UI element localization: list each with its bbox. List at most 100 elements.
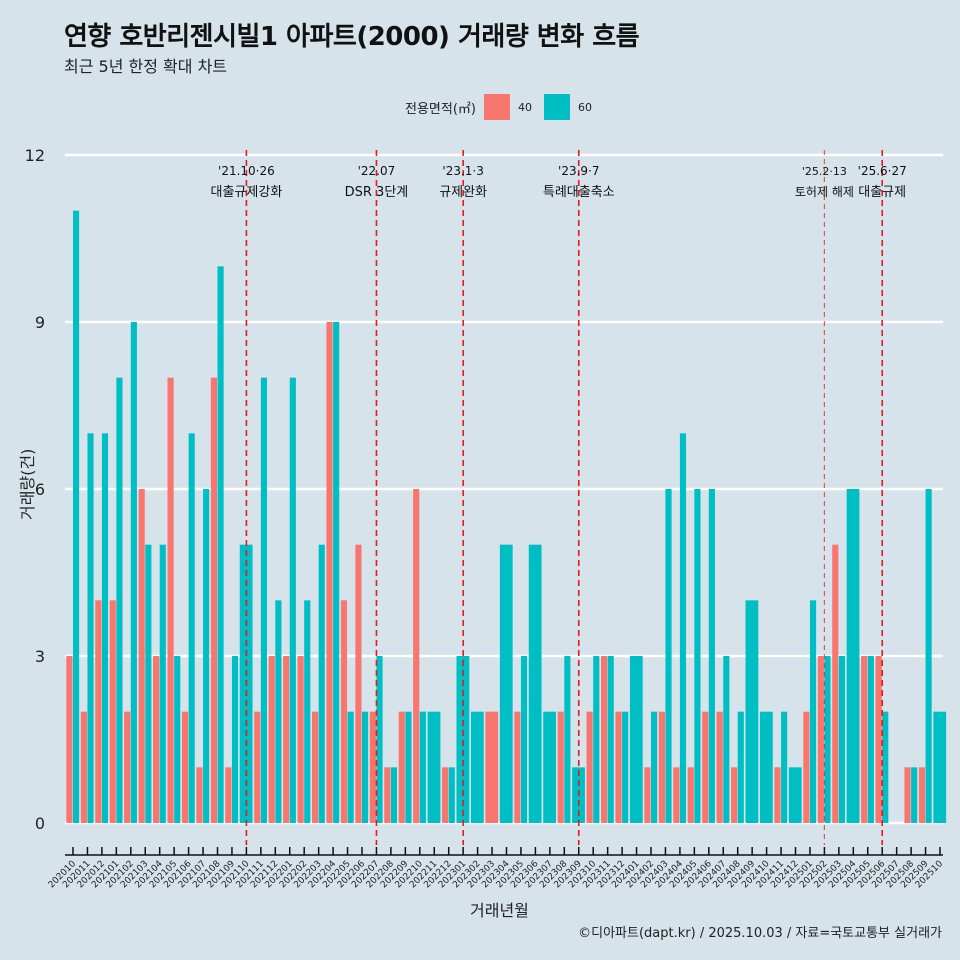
bar-60 (520, 656, 528, 823)
bar-60 (925, 489, 932, 823)
bar-40 (80, 711, 87, 823)
bar-60 (933, 711, 947, 823)
bar-60 (651, 711, 658, 823)
bar-40 (254, 711, 261, 823)
bar-40 (340, 600, 348, 823)
bar-40 (312, 711, 319, 823)
bar-40 (138, 489, 145, 823)
bar-40 (66, 656, 73, 823)
bar-60 (362, 711, 369, 823)
chart-subtitle: 최근 5년 한정 확대 차트 (64, 57, 228, 76)
bar-40 (268, 656, 275, 823)
bar-40 (384, 767, 391, 823)
bar-60 (347, 711, 354, 823)
bar-60 (528, 544, 542, 823)
event-date-label: '21.10·26 (218, 164, 275, 178)
event-lines: '21.10·26 대출규제강화 '22.07 DSR 3단계 '23.1·3 규제완화 '… (211, 150, 907, 845)
chart-title: 연향 호반리젠시빌1 아파트(2000) 거래량 변화 흐름 (64, 22, 640, 52)
y-axis-title: 거래량(건) (18, 448, 37, 520)
bar-60 (203, 489, 210, 823)
bar-60 (629, 656, 643, 823)
bar-60 (130, 322, 137, 823)
bar-60 (318, 544, 325, 823)
bar-40 (817, 656, 824, 823)
bar-60 (333, 322, 340, 823)
bar-60 (390, 767, 398, 823)
legend-label-40: 40 (517, 100, 532, 114)
bar-60 (376, 656, 383, 823)
bar-40 (687, 767, 694, 823)
event-label: 토허제 해제 (795, 185, 854, 199)
bar-60 (87, 433, 94, 823)
bar-40 (774, 767, 781, 823)
legend-key-40 (483, 94, 510, 120)
bar-60 (275, 600, 282, 823)
bar-40 (225, 767, 232, 823)
event-label: 대출규제강화 (211, 185, 283, 200)
bar-40 (557, 711, 564, 823)
bar-40 (514, 711, 521, 823)
bar-40 (398, 711, 405, 823)
x-axis: 2020102020112020122021012021022021032021… (47, 847, 945, 890)
bar-60 (217, 266, 224, 823)
bar-60 (838, 656, 845, 823)
bar-60 (737, 711, 744, 823)
legend: 전용면적(㎡) 40 60 (405, 93, 604, 121)
event-label: 대출규제 (858, 185, 906, 200)
bar-60 (723, 656, 730, 823)
bar-60 (448, 767, 455, 823)
bar-40 (716, 711, 723, 823)
bar-40 (442, 767, 449, 823)
bar-60 (665, 489, 672, 823)
bar-60 (419, 711, 426, 823)
bar-40 (283, 656, 290, 823)
event-date-label: '25.6·27 (858, 164, 907, 178)
bar-60 (101, 433, 109, 823)
event-date-label: '22.07 (358, 164, 396, 178)
event-date-label: '25.2·13 (802, 165, 847, 178)
bar-40 (832, 544, 839, 823)
bar-60 (405, 711, 412, 823)
bar-60 (809, 600, 817, 823)
legend-key-60 (543, 94, 570, 120)
bar-40 (673, 767, 680, 823)
event-label: 특례대출축소 (543, 185, 615, 200)
y-tick-label: 6 (35, 480, 45, 499)
legend-label-60: 60 (577, 100, 592, 114)
bar-60 (781, 711, 788, 823)
bar-40 (196, 767, 203, 823)
bar-40 (586, 711, 593, 823)
y-tick-label: 9 (35, 313, 45, 332)
bar-40 (658, 711, 665, 823)
bar-40 (109, 600, 116, 823)
bar-40 (702, 711, 709, 823)
bar-40 (904, 767, 911, 823)
bar-60 (824, 656, 831, 823)
event-date-label: '23.1·3 (442, 164, 483, 178)
bar-40 (918, 767, 926, 823)
bar-40 (297, 656, 304, 823)
bar-60 (456, 656, 470, 823)
bar-40 (326, 322, 333, 823)
bar-60 (708, 489, 715, 823)
bar-40 (485, 711, 499, 823)
y-tick-label: 3 (35, 647, 45, 666)
bar-60 (73, 210, 80, 823)
bar-40 (803, 711, 810, 823)
bar-40 (644, 767, 651, 823)
bar-40 (731, 767, 738, 823)
bar-60 (116, 377, 123, 823)
bar-60 (427, 711, 441, 823)
x-axis-title: 거래년월 (470, 901, 529, 920)
bar-60 (188, 433, 195, 823)
bar-60 (788, 767, 802, 823)
bars (66, 210, 947, 823)
bar-40 (861, 656, 868, 823)
event-label: 규제완화 (439, 185, 487, 200)
bar-60 (174, 656, 181, 823)
bar-40 (181, 711, 189, 823)
bar-60 (759, 711, 773, 823)
bar-40 (601, 656, 608, 823)
bar-60 (846, 489, 860, 823)
